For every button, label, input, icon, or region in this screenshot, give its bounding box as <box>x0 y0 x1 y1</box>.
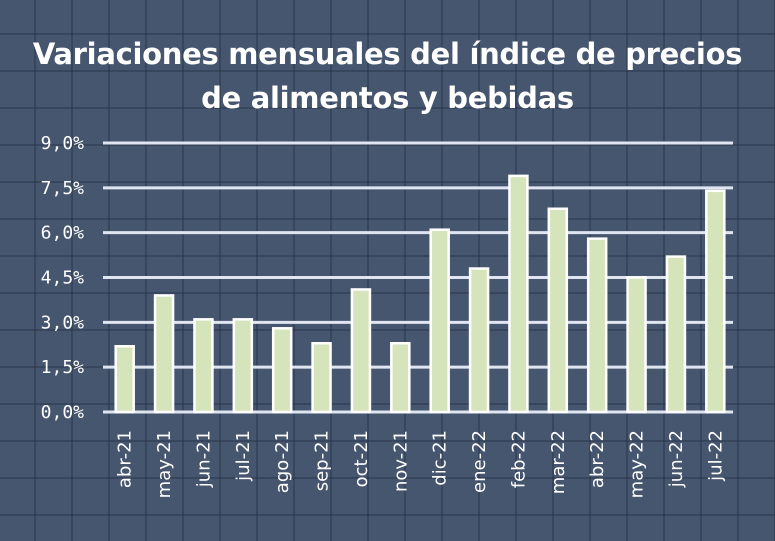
bar <box>153 294 175 414</box>
chart-title: Variaciones mensuales del índice de prec… <box>0 32 775 120</box>
x-tick-label: may-22 <box>627 430 648 498</box>
bar <box>705 189 726 414</box>
bar <box>547 207 569 414</box>
bar <box>311 342 332 414</box>
y-tick-label: 6,0% <box>41 223 85 244</box>
x-tick-label: jun-22 <box>666 430 687 488</box>
bar <box>193 318 214 414</box>
y-tick-label: 9,0% <box>41 133 85 154</box>
chart-title-line-1: Variaciones mensuales del índice de prec… <box>32 37 743 71</box>
x-tick-label: jul-21 <box>233 430 254 482</box>
x-tick-label: jul-22 <box>705 430 726 482</box>
x-tick-label: dic-21 <box>430 430 451 486</box>
x-tick-label: feb-22 <box>508 430 529 488</box>
x-tick-label: sep-21 <box>312 430 333 491</box>
x-tick-label: jun-21 <box>193 430 214 488</box>
bar <box>665 255 687 414</box>
x-tick-label: nov-21 <box>390 430 411 492</box>
x-tick-label: abr-21 <box>115 430 136 488</box>
chart-title-line-2: de alimentos y bebidas <box>201 81 574 115</box>
x-tick-label: oct-21 <box>351 430 372 487</box>
y-tick-label: 4,5% <box>41 268 85 289</box>
y-tick-label: 1,5% <box>41 357 85 378</box>
bar <box>271 327 293 414</box>
y-tick-label: 3,0% <box>41 312 85 333</box>
x-tick-label: may-21 <box>154 430 175 498</box>
bar <box>390 342 411 414</box>
bar <box>350 288 372 414</box>
bar <box>586 237 608 414</box>
bar <box>468 267 490 414</box>
y-tick-label: 7,5% <box>41 178 85 199</box>
bar <box>114 344 135 414</box>
bar <box>429 228 450 414</box>
x-tick-label: ago-21 <box>272 430 293 493</box>
bar <box>626 276 647 414</box>
x-tick-label: abr-22 <box>587 430 608 488</box>
y-tick-label: 0,0% <box>41 402 85 423</box>
bar <box>232 318 254 414</box>
x-tick-label: ene-22 <box>469 430 490 493</box>
x-tick-label: mar-22 <box>548 430 569 494</box>
bar <box>508 174 529 414</box>
